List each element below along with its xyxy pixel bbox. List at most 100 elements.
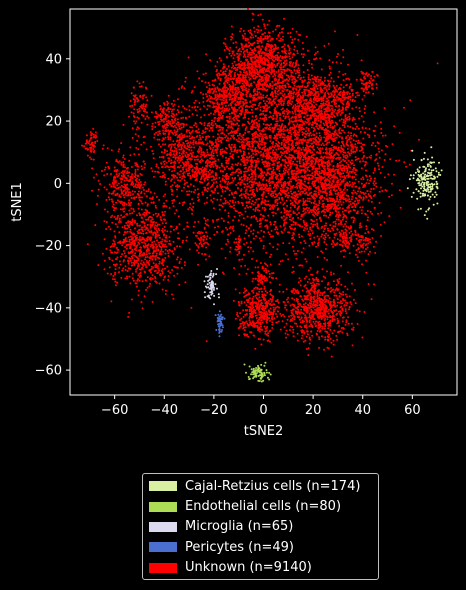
data-point — [329, 108, 332, 111]
data-point — [292, 250, 295, 252]
data-point — [355, 106, 358, 109]
data-point — [309, 102, 312, 105]
data-point — [256, 157, 259, 160]
data-point — [279, 76, 282, 79]
data-point — [245, 59, 248, 62]
data-point — [233, 106, 236, 109]
data-point — [206, 127, 209, 130]
data-point — [320, 136, 323, 139]
data-point — [271, 205, 273, 208]
data-point — [252, 121, 255, 124]
data-point — [299, 98, 302, 101]
data-point — [283, 167, 286, 170]
data-point — [341, 210, 344, 213]
data-point — [254, 133, 256, 136]
data-point — [203, 105, 205, 108]
data-point — [237, 140, 239, 143]
data-point — [216, 86, 219, 89]
data-point — [270, 229, 273, 232]
data-point — [307, 76, 310, 79]
data-point — [274, 173, 277, 176]
data-point — [274, 193, 277, 196]
data-point — [239, 73, 242, 76]
data-point — [203, 122, 206, 125]
data-point — [268, 177, 271, 180]
data-point — [252, 229, 255, 232]
data-point — [234, 72, 236, 74]
data-point — [269, 207, 272, 210]
data-point — [307, 139, 309, 142]
data-point — [286, 108, 288, 111]
data-point — [221, 128, 224, 131]
data-point — [222, 65, 225, 68]
data-point — [251, 111, 254, 114]
data-point — [262, 191, 265, 194]
data-point — [313, 141, 316, 144]
data-point — [284, 126, 287, 129]
data-point — [274, 154, 277, 157]
data-point — [296, 123, 299, 126]
data-point — [319, 78, 322, 81]
data-point — [266, 225, 269, 228]
data-point — [278, 145, 281, 148]
data-point — [240, 44, 243, 46]
data-point — [155, 163, 158, 166]
data-point — [280, 147, 283, 150]
data-point — [226, 238, 229, 241]
data-point — [300, 97, 302, 100]
data-point — [317, 191, 320, 194]
data-point — [258, 223, 261, 226]
data-point — [262, 193, 265, 196]
data-point — [173, 181, 176, 184]
data-point — [269, 223, 272, 226]
data-point — [250, 36, 253, 39]
data-point — [229, 131, 232, 134]
data-point — [257, 85, 260, 88]
data-point — [232, 65, 235, 67]
data-point — [271, 94, 274, 97]
data-point — [237, 182, 240, 185]
data-point — [238, 63, 241, 66]
data-point — [283, 219, 286, 222]
data-point — [239, 105, 242, 108]
data-point — [288, 242, 291, 245]
data-point — [306, 85, 309, 88]
data-point — [249, 47, 252, 50]
data-point — [300, 76, 303, 79]
data-point — [273, 205, 276, 208]
data-point — [234, 108, 236, 111]
data-point — [335, 218, 338, 221]
data-point — [245, 201, 248, 204]
data-point — [282, 87, 285, 90]
data-point — [191, 198, 194, 201]
data-point — [214, 160, 217, 162]
data-point — [247, 111, 250, 114]
data-point — [270, 159, 273, 162]
data-point — [202, 131, 205, 134]
data-point — [246, 51, 249, 54]
data-point — [254, 67, 256, 69]
data-point — [257, 14, 260, 17]
data-point — [230, 126, 233, 128]
data-point — [281, 198, 284, 201]
data-point — [287, 85, 290, 88]
data-point — [203, 179, 206, 182]
data-point — [262, 153, 265, 156]
data-point — [217, 129, 220, 132]
data-point — [241, 62, 244, 65]
data-point — [217, 218, 220, 221]
data-point — [243, 237, 246, 240]
data-point — [249, 101, 252, 104]
data-point — [181, 166, 184, 169]
data-point — [256, 92, 259, 95]
data-point — [247, 117, 250, 120]
data-point — [277, 62, 280, 65]
data-point — [290, 71, 293, 74]
data-point — [321, 147, 324, 150]
data-point — [269, 64, 271, 67]
data-point — [237, 202, 240, 204]
data-point — [229, 199, 232, 202]
data-point — [252, 203, 255, 206]
data-point — [211, 200, 214, 203]
data-point — [255, 83, 258, 86]
